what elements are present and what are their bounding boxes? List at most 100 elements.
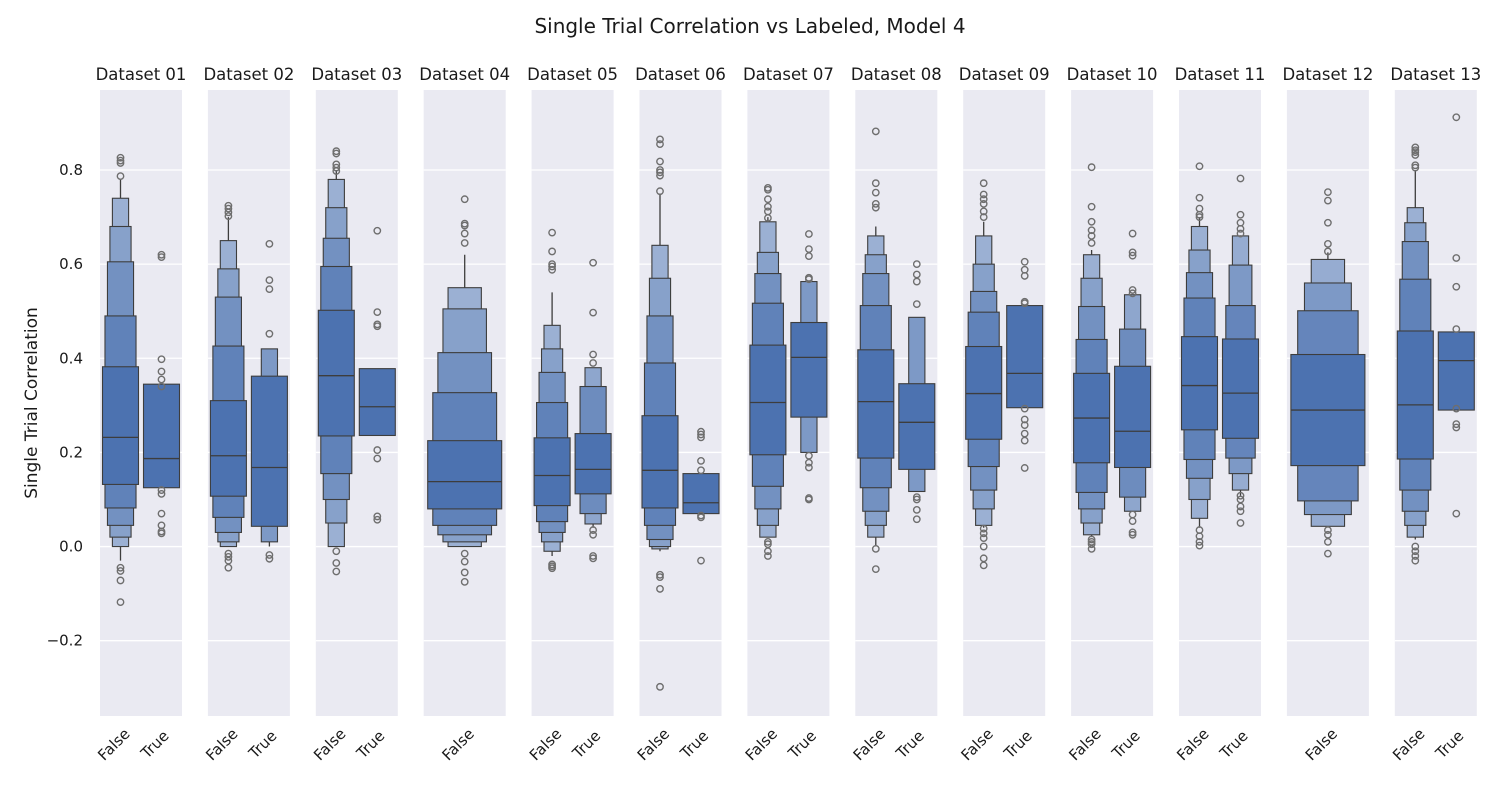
boxen-box [1437,331,1475,411]
outlier-point [764,537,772,546]
x-tick-label: False [202,725,241,764]
outlier-point [265,554,274,563]
outlier-point [589,308,597,317]
outlier-point [1236,491,1245,500]
outlier-point [1195,213,1204,221]
panel-title: Dataset 10 [1067,65,1158,84]
outlier-point [1020,404,1029,413]
outlier-point [116,567,125,575]
outlier-point [979,542,988,551]
panel-title: Dataset 08 [851,65,942,84]
outlier-point [912,505,921,514]
outlier-point [805,495,813,504]
outlier-point [656,166,664,174]
outlier-point [116,172,125,181]
outlier-point [1195,537,1204,546]
outlier-point [1087,545,1096,553]
boxen-box [317,309,355,437]
outlier-point [1324,549,1332,558]
outlier-point [1236,210,1245,219]
outlier-point [871,179,880,188]
outlier-point [1195,162,1204,171]
outlier-point [1411,542,1420,551]
outlier-point [656,171,664,180]
boxen-true [1221,174,1260,527]
outlier-point [1411,556,1420,565]
boxen-true [1006,257,1044,472]
boxen-box [857,349,895,459]
outlier-point [116,153,125,162]
boxen-box [682,473,720,515]
y-tick-label: 0.8 [59,161,83,179]
x-tick-label: False [1389,725,1428,764]
x-tick-label: True [676,727,712,763]
x-tick-label: False [742,725,781,764]
outlier-point [589,526,597,534]
outlier-point [116,563,125,572]
outlier-point [332,167,341,175]
outlier-point [373,446,382,454]
outlier-point [548,265,556,274]
boxen-box [1180,336,1219,431]
outlier-point [979,534,988,542]
x-tick-label: False [438,725,477,764]
outlier-point [979,529,988,538]
outlier-point [979,195,988,204]
y-axis-label: Single Trial Correlation [22,307,42,499]
boxen-box [533,437,571,507]
outlier-point [1128,530,1137,539]
outlier-point [979,524,988,533]
y-axis-ticks: −0.2 0.0 0.2 0.4 0.6 0.8 [47,161,83,650]
outlier-point [764,195,772,204]
outlier-point [1087,226,1096,235]
outlier-point [871,188,880,197]
outlier-point [871,200,880,208]
outlier-point [656,573,664,582]
boxen-false [1180,162,1219,550]
outlier-point [1452,423,1461,432]
outlier-point [373,454,382,463]
boxen-true [682,427,720,565]
panel-title: Dataset 02 [203,65,294,84]
boxen-true [574,258,612,563]
outlier-point [1236,507,1245,516]
outlier-point [1128,229,1137,238]
outlier-point [1087,239,1096,247]
boxen-box [1114,365,1152,469]
outlier-point [373,226,382,235]
facet-panel: Dataset 12 False [1282,65,1373,764]
outlier-point [979,213,988,221]
outlier-point [1324,240,1332,248]
x-tick-label: True [137,727,173,763]
facet-panel: Dataset 08 False True [850,65,942,764]
outlier-point [460,229,469,238]
outlier-point [589,359,597,367]
outlier-point [805,275,813,284]
facet-panel: Dataset 03 False True [310,65,402,764]
outlier-point [805,458,813,467]
facet-panel: Dataset 05 False True [526,65,618,764]
outlier-point [1411,148,1420,157]
outlier-point [1236,224,1245,233]
outlier-point [548,247,556,256]
outlier-point [224,208,233,217]
facet-panel: Dataset 10 False True [1065,65,1157,764]
outlier-point [979,190,988,199]
boxen-false [1396,143,1434,565]
outlier-point [116,576,125,585]
x-tick-label: False [634,725,673,764]
panel-title: Dataset 13 [1390,65,1481,84]
boxen-box [427,440,503,510]
y-tick-label: 0.0 [59,538,83,556]
outlier-point [979,561,988,570]
outlier-point [157,489,166,498]
outlier-point [224,563,233,572]
facet-panel: Dataset 01 False True [94,65,186,764]
boxen-box [142,383,181,489]
outlier-point [460,195,469,204]
x-tick-label: False [1302,725,1341,764]
outlier-point [656,157,664,166]
outlier-point [460,568,469,577]
panel-title: Dataset 04 [419,65,510,84]
x-tick-label: True [1216,727,1252,763]
